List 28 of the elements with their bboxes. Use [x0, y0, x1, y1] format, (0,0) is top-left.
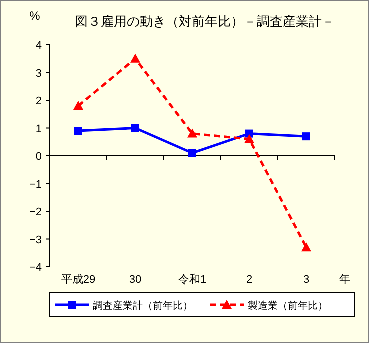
x-tick-label: 2	[246, 274, 253, 286]
point	[244, 134, 254, 144]
x-axis-title: 年	[340, 274, 350, 286]
point	[130, 54, 140, 63]
y-tick-label: 3	[36, 68, 42, 80]
point	[302, 132, 310, 141]
y-tick-label: −3	[29, 234, 42, 246]
x-tick-label: 平成29	[61, 273, 96, 286]
legend-label: 製造業（前年比）	[248, 300, 328, 312]
point	[188, 128, 198, 138]
y-tick-label: −2	[29, 206, 42, 218]
y-tick-label: −4	[29, 262, 42, 274]
point	[74, 127, 82, 136]
y-tick-label: −1	[29, 178, 42, 191]
y-tick-label: 4	[36, 40, 42, 52]
y-tick-label: 1	[36, 123, 42, 136]
x-tick-label: 30	[129, 274, 142, 286]
legend-label: 調査産業計（前年比）	[93, 300, 193, 312]
point	[188, 149, 196, 158]
y-tick-label: 0	[36, 151, 42, 163]
y-axis-title: %	[30, 9, 41, 23]
point	[302, 242, 312, 252]
y-tick-label: 2	[36, 96, 42, 108]
point	[132, 124, 140, 132]
x-tick-label: 令和1	[178, 273, 207, 286]
x-tick-label: 3	[303, 274, 310, 286]
chart-title: 図３雇用の動き（対前年比）－調査産業計－	[75, 14, 335, 29]
point	[74, 101, 84, 110]
